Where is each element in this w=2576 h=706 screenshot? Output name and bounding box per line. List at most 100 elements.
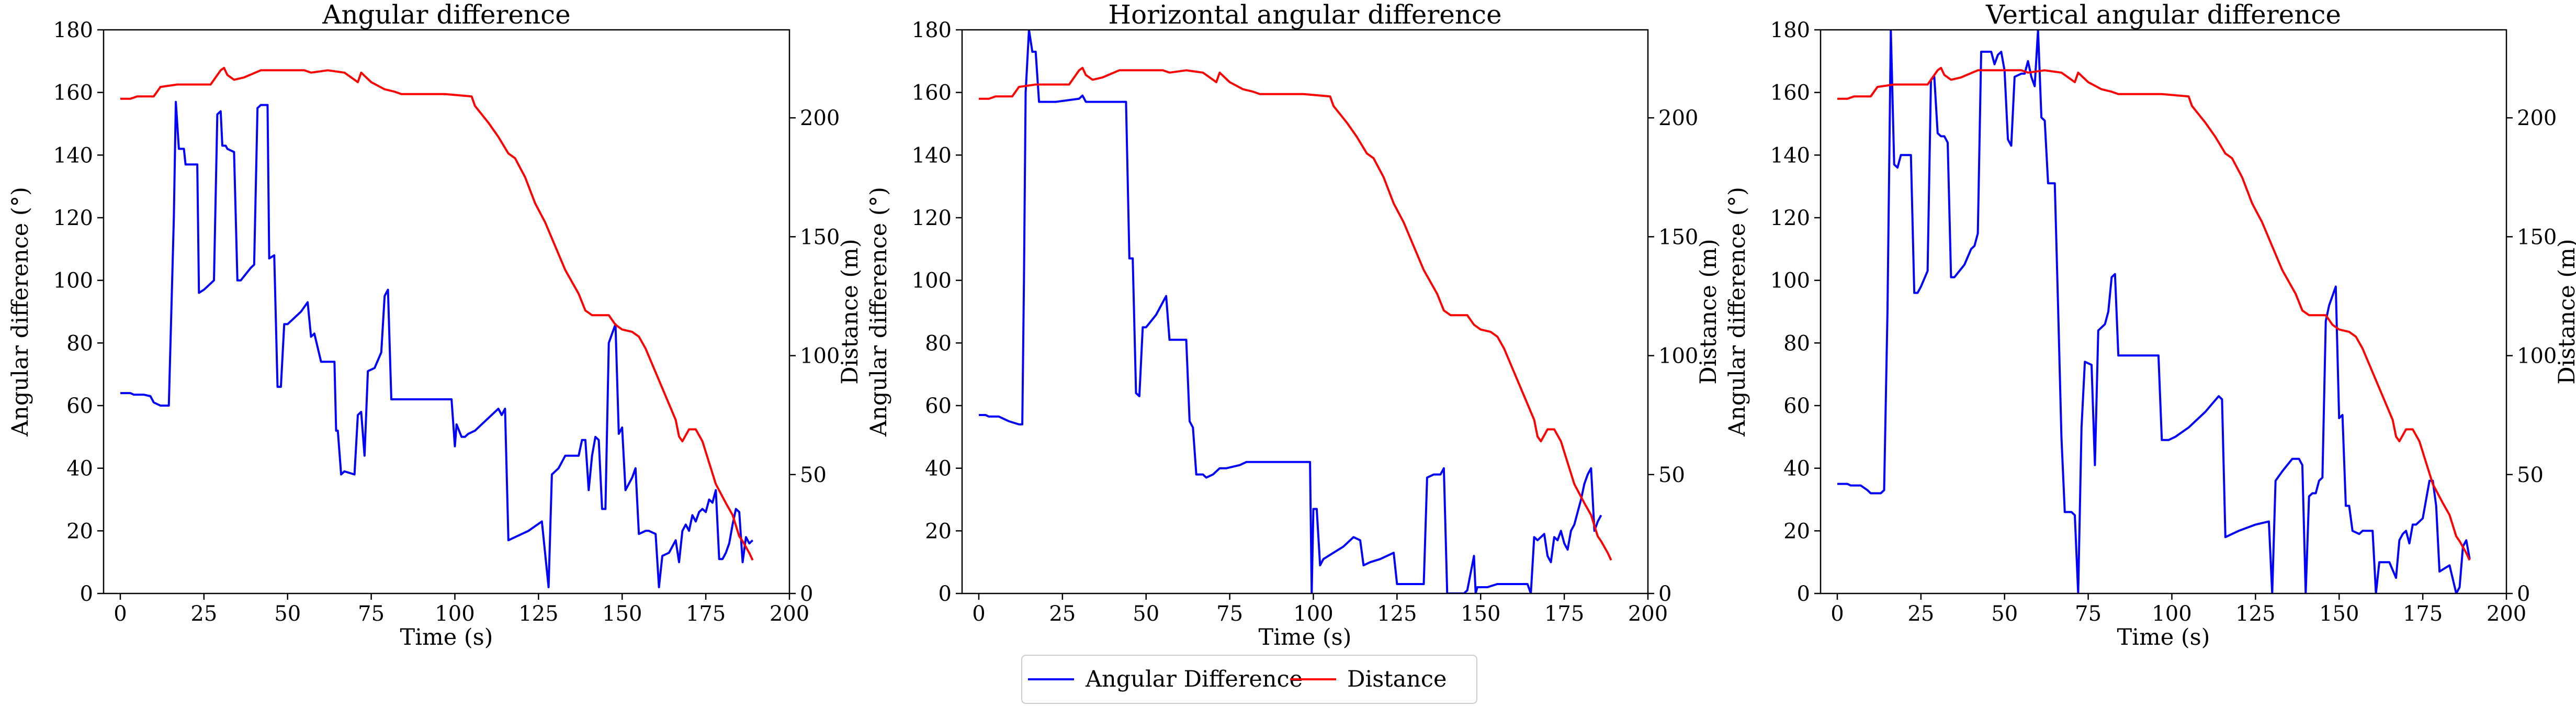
y2-tick-label: 0 <box>1658 582 1671 606</box>
x-axis-label: Time (s) <box>400 624 493 651</box>
y-tick-label: 20 <box>925 519 952 543</box>
x-tick-label: 100 <box>1293 602 1333 626</box>
plot-frame <box>1820 29 2507 595</box>
y2-tick-label: 100 <box>1658 344 1698 368</box>
x-tick-label: 50 <box>1133 602 1159 626</box>
x-tick-label: 100 <box>435 602 474 626</box>
x-tick-label: 25 <box>190 602 217 626</box>
x-tick-label: 125 <box>1377 602 1417 626</box>
y-tick-label: 160 <box>912 81 952 105</box>
y-tick-label: 160 <box>1770 81 1810 105</box>
plot-frame <box>103 29 790 595</box>
plot-frame <box>961 29 1649 595</box>
y2-tick-label: 150 <box>2517 225 2557 249</box>
y-tick-label: 40 <box>66 457 93 481</box>
y-tick-label: 120 <box>912 206 952 230</box>
y-tick-label: 180 <box>53 18 93 42</box>
chart-panel-angular-difference: 0 25 50 75 100 125 150 175 200020406080100120140… <box>7 0 863 651</box>
x-tick-label: 125 <box>2235 602 2275 626</box>
x-tick-label: 25 <box>1049 602 1076 626</box>
y-tick-label: 80 <box>925 331 952 355</box>
y-tick-label: 20 <box>1783 519 1810 543</box>
y2-tick-label: 100 <box>800 344 840 368</box>
x-tick-label: 150 <box>602 602 642 626</box>
y2-tick-label: 0 <box>2517 582 2530 606</box>
y2-tick-label: 150 <box>800 225 840 249</box>
series-line-angular-difference <box>1837 30 2471 593</box>
x-axis-label: Time (s) <box>2117 624 2210 651</box>
chart-panel-horizontal-angular-difference: 0 25 50 75 100 125 150 175 200020406080100120140… <box>866 0 1722 651</box>
y2-axis-label: Distance (m) <box>837 239 863 384</box>
y-tick-label: 180 <box>912 18 952 42</box>
y-tick-label: 160 <box>53 81 93 105</box>
y-tick-label: 0 <box>939 582 952 606</box>
legend: Angular Difference Distance <box>1021 655 1477 704</box>
y-tick-label: 120 <box>53 206 93 230</box>
x-tick-label: 150 <box>2319 602 2359 626</box>
x-tick-label: 0 <box>972 602 985 626</box>
y-tick-label: 80 <box>66 331 93 355</box>
y2-tick-label: 50 <box>1658 463 1685 487</box>
y-tick-label: 40 <box>1783 457 1810 481</box>
y-axis-label: Angular difference (°) <box>7 187 33 437</box>
series-line-distance <box>1837 66 2471 561</box>
y-tick-label: 60 <box>925 394 952 418</box>
series-line-distance <box>120 66 754 561</box>
x-tick-label: 75 <box>2075 602 2102 626</box>
x-tick-label: 0 <box>1831 602 1844 626</box>
x-tick-label: 200 <box>1628 602 1668 626</box>
x-tick-label: 75 <box>358 602 385 626</box>
legend-label-angular-difference: Angular Difference <box>1085 666 1303 692</box>
chart-title: Angular difference <box>322 0 571 30</box>
y-tick-label: 0 <box>80 582 93 606</box>
x-tick-label: 175 <box>686 602 726 626</box>
legend-label-distance: Distance <box>1347 666 1447 692</box>
x-axis-label: Time (s) <box>1259 624 1352 651</box>
x-tick-label: 50 <box>1991 602 2018 626</box>
y-axis-label: Angular difference (°) <box>866 187 892 437</box>
y-tick-label: 0 <box>1797 582 1810 606</box>
x-tick-label: 200 <box>2487 602 2526 626</box>
y-tick-label: 140 <box>1770 143 1810 167</box>
y2-tick-label: 200 <box>2517 106 2557 130</box>
x-tick-label: 25 <box>1907 602 1934 626</box>
y2-tick-label: 0 <box>800 582 813 606</box>
y2-tick-label: 150 <box>1658 225 1698 249</box>
y-tick-label: 100 <box>912 269 952 293</box>
y2-tick-label: 50 <box>2517 463 2544 487</box>
x-tick-label: 0 <box>114 602 127 626</box>
y-tick-label: 140 <box>53 143 93 167</box>
series-line-distance <box>979 66 1612 561</box>
x-tick-label: 175 <box>2403 602 2443 626</box>
chart-title: Horizontal angular difference <box>1108 0 1501 30</box>
y-axis-label: Angular difference (°) <box>1724 187 1750 437</box>
y2-tick-label: 200 <box>800 106 840 130</box>
chart-panel-vertical-angular-difference: 0 25 50 75 100 125 150 175 200020406080100120140… <box>1724 0 2576 651</box>
x-tick-label: 200 <box>770 602 809 626</box>
series-line-angular-difference <box>120 100 754 588</box>
y-tick-label: 80 <box>1783 331 1810 355</box>
y-tick-label: 120 <box>1770 206 1810 230</box>
y-tick-label: 20 <box>66 519 93 543</box>
y-tick-label: 140 <box>912 143 952 167</box>
x-tick-label: 100 <box>2152 602 2191 626</box>
y-tick-label: 180 <box>1770 18 1810 42</box>
x-tick-label: 50 <box>274 602 301 626</box>
y-tick-label: 60 <box>1783 394 1810 418</box>
legend-frame <box>1021 655 1477 704</box>
y-tick-label: 100 <box>1770 269 1810 293</box>
y2-tick-label: 100 <box>2517 344 2557 368</box>
y2-axis-label: Distance (m) <box>1696 239 1722 384</box>
series-line-angular-difference <box>979 30 1602 593</box>
x-tick-label: 175 <box>1544 602 1584 626</box>
x-tick-label: 150 <box>1461 602 1500 626</box>
chart-panels: 0 25 50 75 100 125 150 175 200020406080100120140… <box>7 0 2576 651</box>
y2-tick-label: 50 <box>800 463 827 487</box>
x-tick-label: 125 <box>518 602 558 626</box>
chart-title: Vertical angular difference <box>1985 0 2341 30</box>
x-tick-label: 75 <box>1216 602 1243 626</box>
y-tick-label: 60 <box>66 394 93 418</box>
y-tick-label: 100 <box>53 269 93 293</box>
y2-tick-label: 200 <box>1658 106 1698 130</box>
